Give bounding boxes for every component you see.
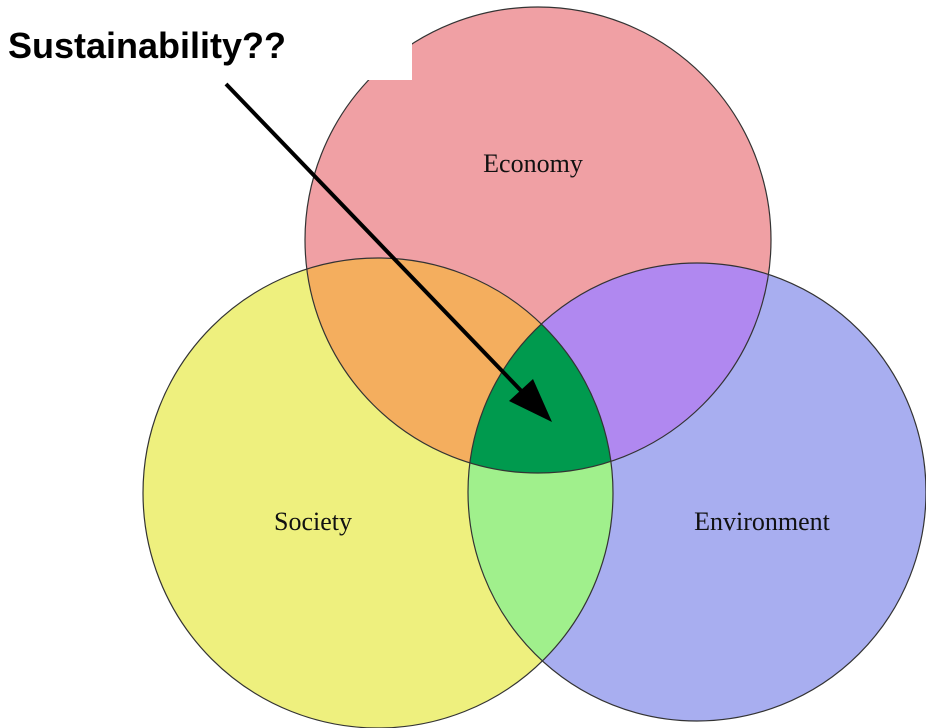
arrow-head — [509, 379, 552, 422]
title-box — [0, 0, 412, 80]
economy-society-overlap — [305, 258, 613, 473]
economy-label: Economy — [483, 149, 583, 178]
circle-outlines — [142, 6, 926, 728]
society-label: Society — [274, 507, 352, 536]
arrow-shaft — [224, 82, 532, 402]
title: Sustainability?? — [8, 25, 286, 66]
environment-label: Environment — [694, 507, 831, 536]
